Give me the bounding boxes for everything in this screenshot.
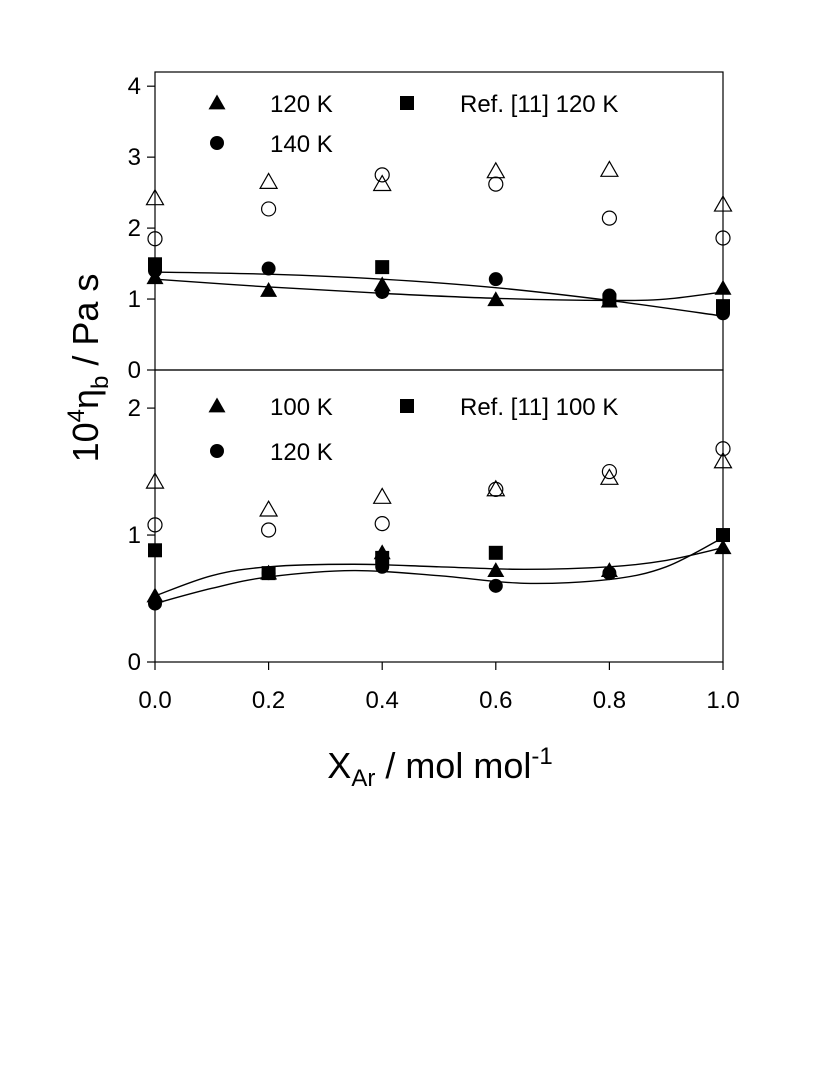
data-point-open-triangle	[713, 451, 733, 469]
x-axis-title: XAr / mol mol-1	[327, 743, 552, 792]
data-point-open-circle	[374, 516, 390, 532]
data-point-filled-circle	[488, 578, 503, 593]
plot-frame	[154, 369, 724, 663]
legend-entry: 140 K	[210, 131, 333, 158]
data-point-open-circle	[488, 176, 504, 192]
data-point-open-circle	[261, 522, 277, 538]
data-point-filled-circle	[148, 596, 162, 611]
data-point-open-triangle	[713, 194, 733, 212]
data-point-filled-triangle	[714, 539, 732, 555]
y-tick-label: 2	[128, 215, 141, 242]
data-point-filled-square	[716, 528, 730, 543]
legend-label: Ref. [11] 100 K	[460, 394, 618, 421]
x-tick-label: 0.8	[593, 687, 626, 714]
legend-entry: Ref. [11] 120 K	[400, 91, 618, 118]
data-point-open-circle	[715, 230, 731, 246]
legend-label: 120 K	[270, 91, 333, 118]
y-tick-label: 1	[128, 286, 141, 313]
data-point-filled-circle	[261, 261, 276, 276]
data-point-open-circle	[147, 517, 163, 533]
y-tick-label: 0	[128, 357, 141, 384]
y-axis-title-symbol: η	[65, 389, 106, 409]
data-point-open-triangle	[145, 472, 165, 489]
data-point-open-triangle	[372, 174, 392, 192]
legend-label: 100 K	[270, 394, 333, 421]
data-point-filled-triangle	[487, 291, 505, 307]
data-point-open-triangle	[372, 487, 392, 504]
legend-label: 140 K	[270, 131, 333, 158]
data-point-filled-circle	[488, 272, 503, 287]
data-point-filled-circle	[375, 559, 390, 574]
legend-entry: 100 K	[208, 394, 333, 421]
data-point-filled-circle	[602, 566, 617, 581]
data-point-filled-circle	[602, 288, 617, 303]
x-axis-title-subscript: Ar	[351, 765, 375, 792]
data-point-filled-circle	[148, 263, 162, 278]
data-point-filled-triangle	[260, 282, 278, 297]
legend-entry: Ref. [11] 100 K	[400, 394, 618, 421]
data-point-open-triangle	[259, 499, 279, 517]
data-point-open-triangle	[486, 479, 506, 497]
x-tick-label: 1.0	[706, 687, 739, 714]
legend-label: Ref. [11] 120 K	[460, 91, 618, 118]
y-axis-title-base: 10	[65, 422, 106, 462]
legend-entry: 120 K	[210, 439, 333, 466]
y-axis-title-unit: / Pa s	[65, 274, 106, 376]
data-point-open-circle	[261, 201, 277, 217]
x-tick-label: 0.2	[252, 687, 285, 714]
legend-marker-filled-triangle	[208, 94, 226, 110]
data-point-open-circle	[715, 441, 731, 457]
data-point-open-triangle	[259, 172, 279, 189]
data-point-filled-circle	[261, 566, 276, 581]
data-point-filled-circle	[375, 284, 390, 299]
x-axis-title-exponent: -1	[531, 743, 552, 770]
data-point-open-circle	[147, 231, 163, 247]
legend-label: 120 K	[270, 439, 333, 466]
y-axis-title: 104ηb / Pa s	[63, 274, 114, 463]
legend-marker-filled-square	[400, 96, 414, 110]
legend-marker-filled-circle	[210, 136, 224, 150]
data-point-filled-triangle	[714, 279, 732, 295]
plot-frame	[154, 71, 724, 371]
data-point-filled-square	[488, 545, 503, 560]
legend-marker-filled-square	[400, 399, 414, 413]
data-point-open-circle	[488, 481, 504, 497]
data-point-open-triangle	[486, 161, 506, 179]
fit-curve	[154, 547, 724, 597]
data-point-filled-square	[375, 260, 390, 275]
y-axis-title-subscript: b	[87, 376, 114, 389]
x-tick-label: 0.4	[366, 687, 399, 714]
x-tick-label: 0.0	[138, 687, 171, 714]
y-tick-label: 0	[128, 649, 141, 676]
x-tick-label: 0.6	[479, 687, 512, 714]
y-axis-title-exponent: 4	[63, 409, 90, 422]
legend-entry: 120 K	[208, 91, 333, 118]
x-axis-title-base: X	[327, 745, 351, 786]
data-point-open-circle	[374, 167, 390, 183]
data-point-open-circle	[601, 463, 618, 480]
y-tick-label: 2	[128, 395, 141, 422]
y-tick-label: 3	[128, 144, 141, 171]
top-panel: 0 1 2 3 4 120 K Ref. [11] 120 K 140 K	[128, 71, 733, 384]
data-point-filled-square	[148, 543, 162, 558]
fit-curve	[154, 271, 724, 317]
bottom-panel: 0 1 2 0.0 0.2 0.4 0.6 0.8 1.0 100 K Ref. [11] 100 …	[128, 369, 740, 714]
data-point-open-triangle	[599, 160, 619, 177]
data-point-filled-circle	[716, 306, 730, 321]
fit-curve	[154, 536, 724, 605]
y-tick-label: 4	[128, 73, 141, 100]
y-tick-label: 1	[128, 522, 141, 549]
data-point-open-triangle	[599, 468, 619, 485]
data-point-filled-triangle	[487, 562, 505, 577]
legend-marker-filled-triangle	[208, 397, 226, 413]
data-point-open-triangle	[145, 188, 165, 206]
x-axis-title-unit: / mol mol	[375, 745, 531, 786]
legend-marker-filled-circle	[210, 444, 224, 458]
data-point-open-circle	[601, 210, 618, 226]
